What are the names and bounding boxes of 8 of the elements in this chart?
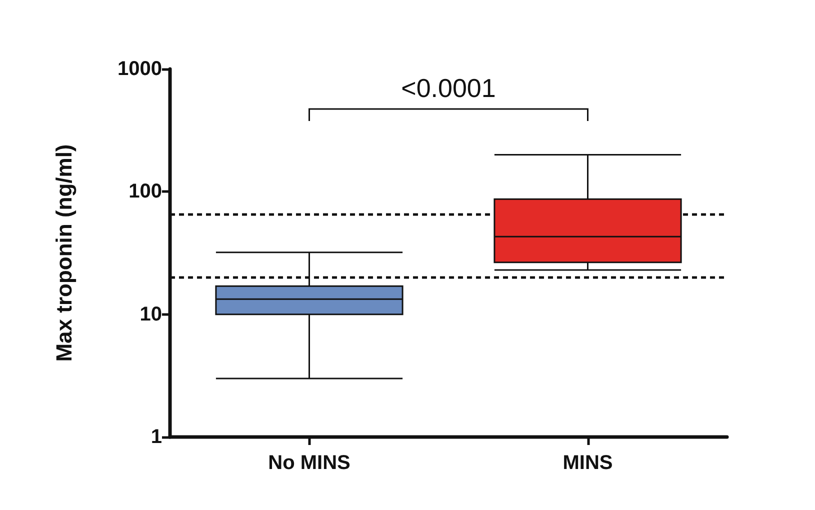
- y-tick-label: 1: [150, 426, 162, 448]
- x-tick-label: MINS: [562, 452, 613, 474]
- y-tick-label: 10: [140, 303, 162, 326]
- y-tick-label: 100: [128, 180, 162, 203]
- annotation: <0.0001: [401, 73, 496, 103]
- x-tick-label: No MINS: [268, 452, 350, 474]
- y-tick-label: 1000: [118, 58, 162, 80]
- y-axis-title: Max troponin (ng/ml): [52, 144, 76, 362]
